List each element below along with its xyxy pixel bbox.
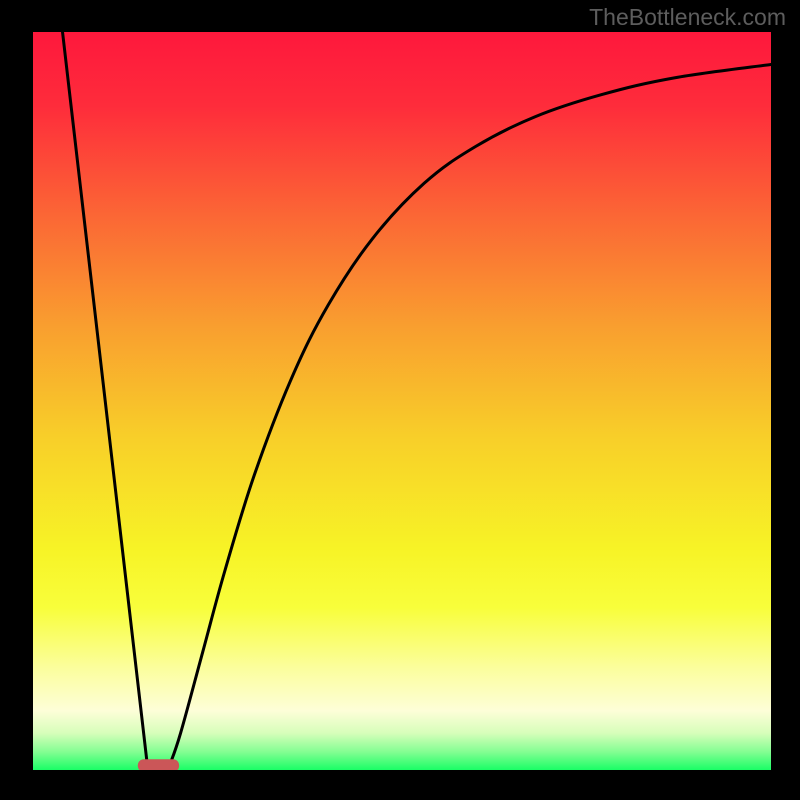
optimal-marker — [138, 759, 179, 770]
chart-frame: TheBottleneck.com — [0, 0, 800, 800]
gradient-background — [33, 32, 771, 770]
watermark-text: TheBottleneck.com — [589, 4, 786, 31]
plot-area — [33, 32, 771, 770]
chart-svg — [33, 32, 771, 770]
